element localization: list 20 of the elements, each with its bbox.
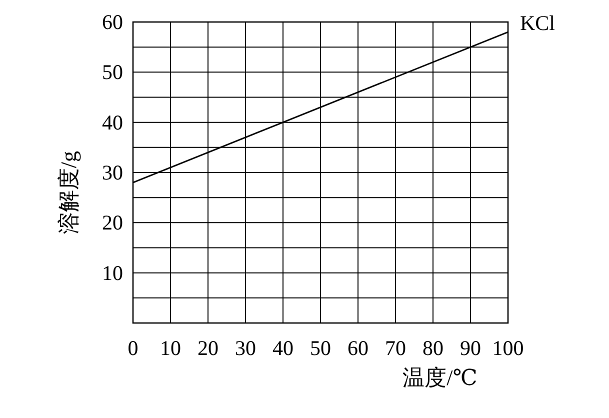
x-tick-label: 10: [160, 336, 181, 360]
y-tick-label: 10: [102, 260, 123, 285]
x-tick-label: 100: [492, 336, 524, 360]
x-tick-label: 90: [460, 336, 481, 360]
x-tick-label: 70: [385, 336, 406, 360]
y-tick-label: 30: [102, 160, 123, 184]
y-tick-label: 50: [102, 60, 123, 84]
x-axis-title: 温度/℃: [402, 365, 478, 390]
y-axis-title: 溶解度/g: [56, 150, 81, 234]
y-tick-label: 20: [102, 210, 123, 235]
y-tick-label: 60: [102, 10, 123, 34]
x-tick-label: 40: [272, 336, 294, 360]
x-tick-label: 30: [235, 336, 256, 360]
y-tick-label: 40: [102, 110, 123, 134]
x-tick-label: 50: [310, 336, 331, 360]
x-tick-label: 80: [422, 336, 444, 360]
x-tick-label: 20: [198, 336, 218, 360]
x-tick-label: 60: [348, 336, 368, 360]
x-tick-label: 0: [128, 336, 138, 360]
series-label: KCl: [520, 11, 556, 36]
